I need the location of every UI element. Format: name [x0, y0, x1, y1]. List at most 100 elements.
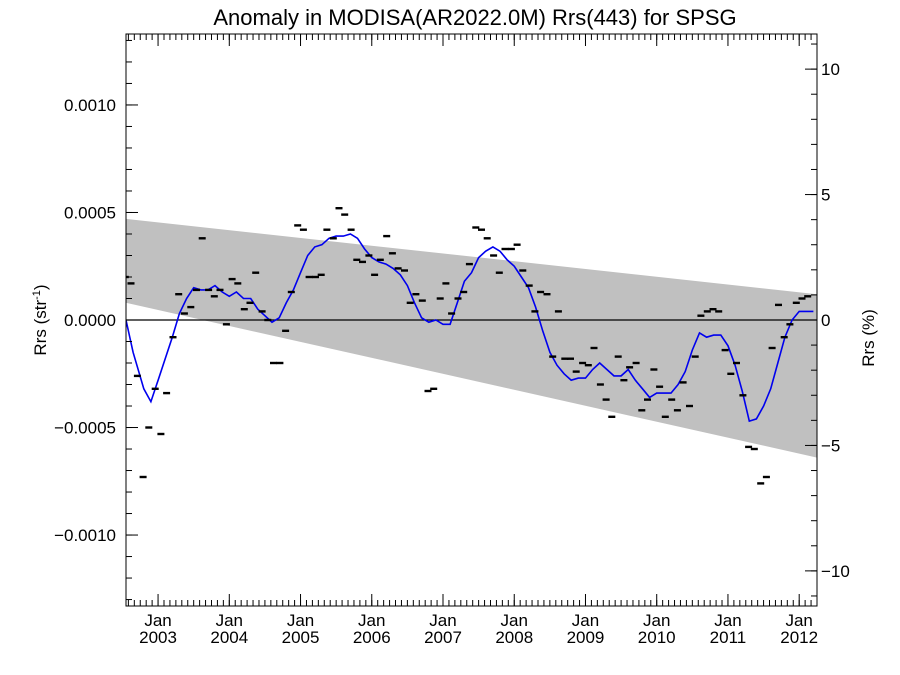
data-point [454, 297, 462, 300]
data-point [127, 282, 135, 285]
data-point [187, 305, 195, 309]
data-point [537, 290, 545, 294]
data-point [442, 282, 450, 285]
y-tick-label: 0.0005 [64, 203, 116, 222]
data-point [525, 284, 533, 287]
data-point [175, 293, 183, 296]
smoothed-line [126, 233, 814, 423]
data-point [567, 357, 574, 360]
data-point [762, 475, 770, 479]
data-point [305, 275, 313, 279]
x-tick-month-label: Jan [643, 611, 670, 630]
data-point [768, 346, 776, 350]
data-point [460, 290, 468, 294]
data-point [329, 237, 337, 240]
y2-tick-label: −5 [821, 436, 840, 455]
data-point [490, 254, 498, 257]
data-point [804, 295, 812, 298]
data-point [347, 228, 355, 231]
data-point [697, 314, 705, 317]
data-point [299, 228, 307, 231]
data-point [638, 409, 646, 412]
data-point [780, 336, 788, 339]
data-point [608, 415, 616, 418]
data-point [691, 355, 699, 358]
data-point [579, 361, 587, 365]
x-tick-year-label: 2004 [210, 628, 248, 647]
data-point [180, 312, 188, 315]
data-point [376, 258, 384, 261]
data-point [786, 323, 794, 326]
data-point [673, 409, 681, 412]
data-point [745, 445, 753, 449]
data-point [139, 475, 147, 479]
data-point [602, 398, 610, 401]
data-point [287, 290, 295, 294]
data-point [240, 308, 248, 311]
x-tick-month-label: Jan [216, 611, 243, 630]
data-point [507, 247, 515, 251]
x-tick-year-label: 2009 [567, 628, 605, 647]
x-tick-month-label: Jan [429, 611, 456, 630]
y-tick-label: 0.0010 [64, 96, 116, 115]
data-point [406, 301, 414, 304]
data-point [614, 355, 622, 358]
data-point [478, 228, 485, 231]
data-point [210, 295, 218, 298]
x-tick-year-label: 2008 [495, 628, 533, 647]
data-point [644, 398, 651, 401]
data-point [531, 310, 539, 313]
data-point [620, 379, 628, 382]
data-point [668, 398, 676, 401]
data-point [353, 258, 361, 261]
data-point [561, 357, 569, 360]
data-point [294, 224, 302, 227]
x-tick-year-label: 2011 [710, 628, 747, 647]
data-point [394, 267, 402, 270]
x-tick-month-label: Jan [714, 611, 741, 630]
data-point [151, 387, 159, 390]
data-point [686, 404, 693, 408]
data-point [246, 301, 254, 304]
data-point [656, 385, 664, 388]
y-axis-title-superscript: -1 [31, 290, 43, 300]
data-point [341, 213, 349, 216]
data-point [792, 301, 800, 304]
y-tick-label: −0.0005 [54, 419, 116, 438]
x-tick-year-label: 2007 [424, 628, 462, 647]
data-point [448, 312, 456, 315]
data-point [133, 374, 141, 378]
data-point [216, 288, 224, 292]
x-tick-year-label: 2003 [139, 628, 177, 647]
data-point [317, 273, 325, 276]
x-tick-month-label: Jan [287, 611, 314, 630]
data-point [365, 254, 373, 257]
data-point [721, 348, 729, 352]
data-point [596, 383, 604, 386]
data-point [258, 310, 266, 313]
x-tick-year-label: 2006 [353, 628, 391, 647]
data-point [145, 426, 153, 429]
data-point [270, 361, 277, 365]
data-point [750, 447, 758, 451]
data-point [739, 394, 747, 397]
x-tick-month-label: Jan [501, 611, 528, 630]
y2-tick-label: 5 [821, 186, 830, 205]
data-point [198, 237, 206, 240]
data-point [383, 234, 391, 238]
data-point [554, 310, 562, 313]
x-tick-month-label: Jan [572, 611, 599, 630]
data-point [775, 303, 782, 307]
x-tick-year-label: 2005 [282, 628, 320, 647]
y-tick-label: −0.0010 [54, 526, 116, 545]
y2-tick-label: 0 [821, 311, 830, 330]
y-axis-title-close: ) [31, 284, 50, 290]
data-point [359, 260, 366, 264]
data-point [519, 269, 527, 272]
data-point [323, 228, 331, 231]
x-tick-month-label: Jan [144, 611, 171, 630]
data-point [543, 293, 551, 296]
data-point [549, 355, 557, 358]
y2-tick-label: −10 [821, 562, 850, 581]
